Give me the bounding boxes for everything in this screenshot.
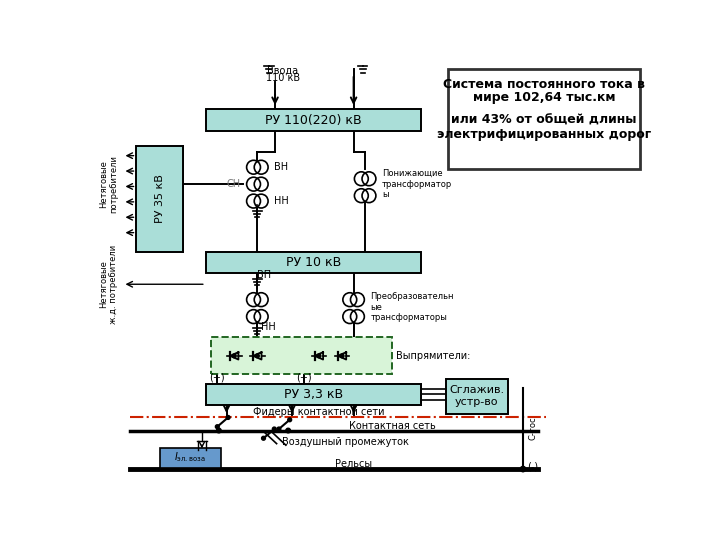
Text: (-): (-) [528,462,539,472]
Circle shape [226,416,230,420]
Circle shape [215,425,219,429]
Circle shape [317,354,321,358]
Text: Контактная сеть: Контактная сеть [348,421,436,431]
Bar [211,338,392,374]
Text: СН: СН [226,179,240,189]
Text: 110 кВ: 110 кВ [266,73,300,83]
Text: С-тос: С-тос [528,416,538,440]
Bar [446,379,508,414]
Text: РУ 10 кВ: РУ 10 кВ [286,256,341,269]
Text: Выпрямители:: Выпрямители: [396,351,470,361]
Circle shape [286,428,290,433]
Text: или 43% от общей длины: или 43% от общей длины [451,114,636,127]
Bar [206,383,421,405]
Text: НН: НН [261,322,276,332]
Circle shape [233,354,236,358]
Text: Нетяговые
потребители: Нетяговые потребители [99,155,118,213]
Text: Система постоянного тока в: Система постоянного тока в [443,78,644,91]
Text: РУ 35 кВ: РУ 35 кВ [155,174,165,223]
Bar [206,252,421,273]
Text: НН: НН [274,196,289,206]
Text: Рельсы: Рельсы [335,458,372,469]
Text: (+): (+) [296,373,311,382]
Circle shape [256,354,259,358]
Bar [448,69,640,168]
Circle shape [340,354,344,358]
Text: Воздушный промежуток: Воздушный промежуток [282,437,410,447]
Circle shape [521,467,526,472]
Circle shape [288,418,292,422]
Circle shape [217,428,221,433]
Text: Фидеры контактной сети: Фидеры контактной сети [253,407,384,417]
Text: ВП: ВП [257,270,271,280]
Text: РУ 110(220) кВ: РУ 110(220) кВ [265,114,362,127]
Text: Понижающие
трансформатор
ы: Понижающие трансформатор ы [382,169,452,199]
Text: Ввода: Ввода [267,66,298,76]
Text: Нетяговые
ж.д. потребители: Нетяговые ж.д. потребители [99,245,118,324]
Text: ВН: ВН [274,162,289,172]
Bar [160,448,221,468]
Text: РУ 3,3 кВ: РУ 3,3 кВ [284,388,343,401]
Text: $I_{\rm эл.воза}$: $I_{\rm эл.воза}$ [174,450,206,464]
Text: Сглажив.
устр-во: Сглажив. устр-во [449,385,505,407]
Circle shape [277,427,281,431]
Text: мире 102,64 тыс.км: мире 102,64 тыс.км [472,91,615,104]
Circle shape [272,427,276,431]
Text: Преобразовательн
ые
трансформаторы: Преобразовательн ые трансформаторы [371,293,454,322]
Bar [206,110,421,131]
Bar [137,146,183,252]
Circle shape [261,436,266,440]
Text: (+): (+) [210,373,225,382]
Text: электрифицированных дорог: электрифицированных дорог [437,127,651,140]
